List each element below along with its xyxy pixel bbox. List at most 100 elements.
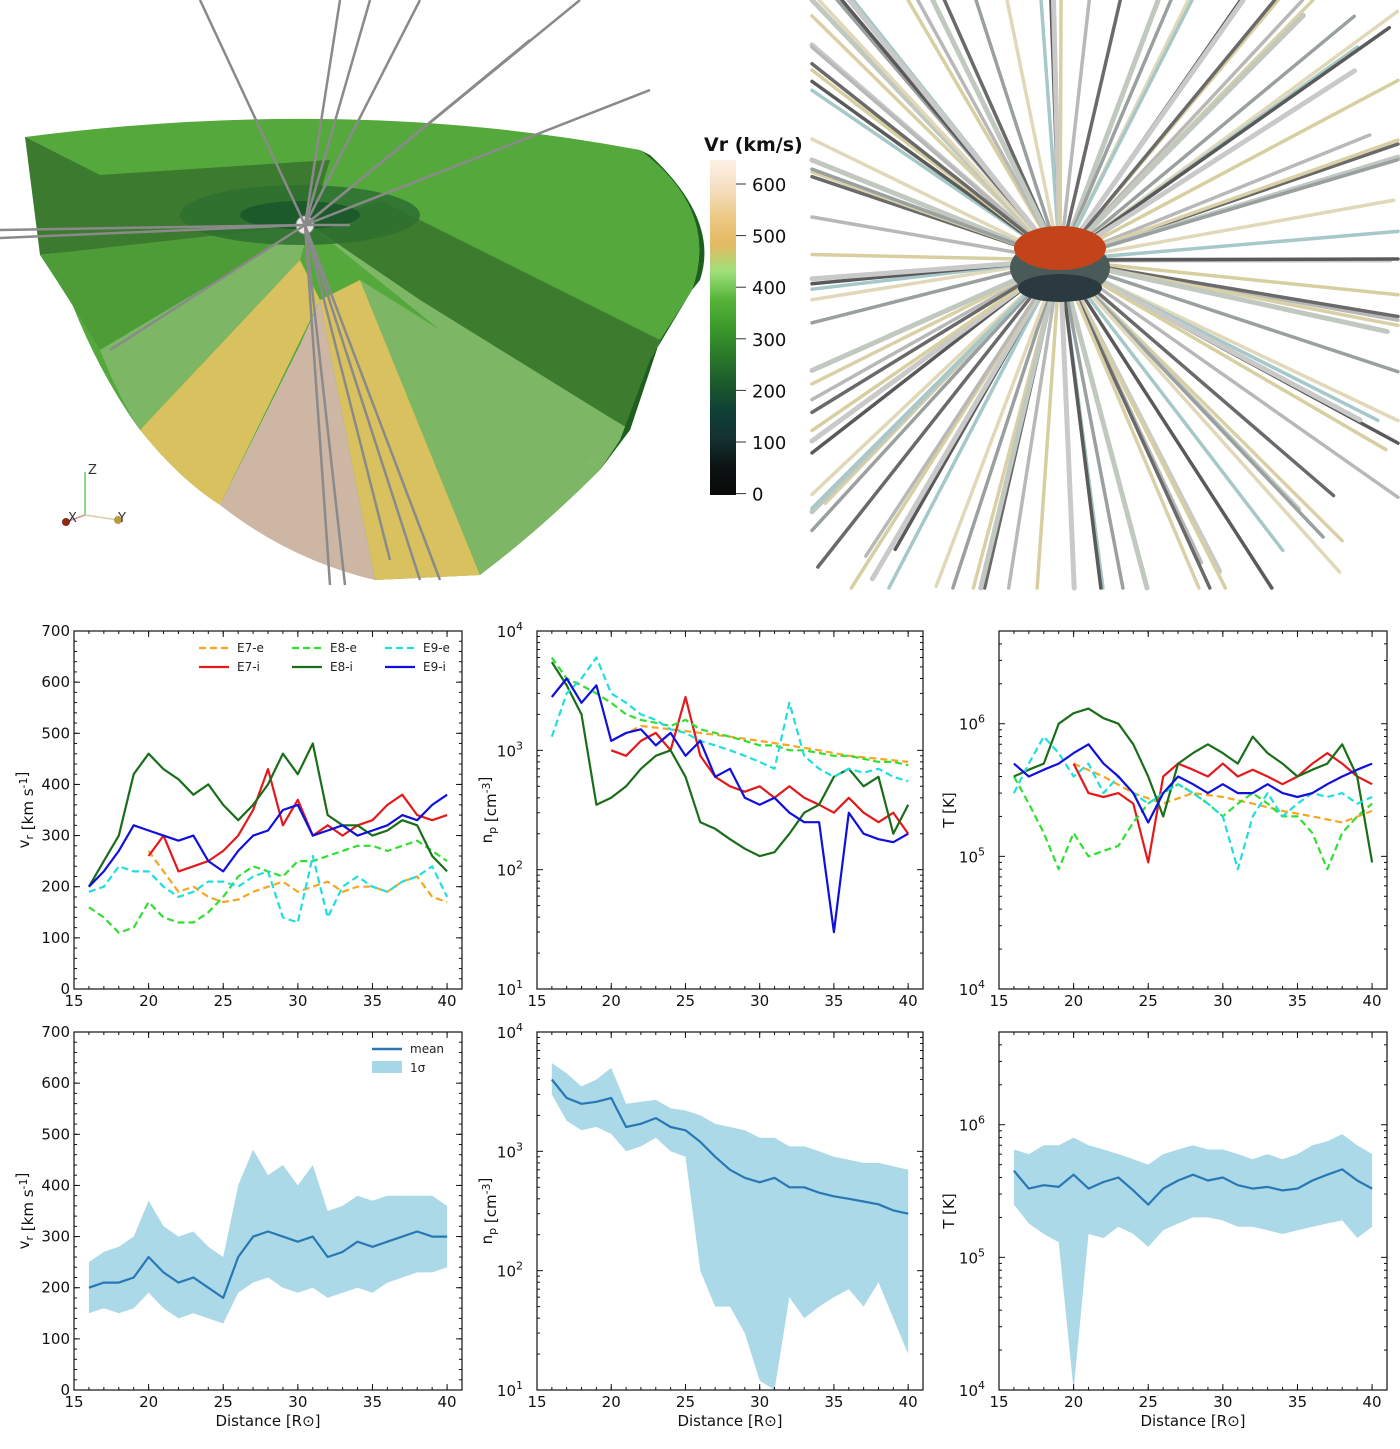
y-tick-label: 106 [959,713,985,734]
series-line-E9-i [1013,743,1373,824]
band-1σ [1013,1134,1373,1390]
x-tick-label: 15 [527,1393,546,1411]
field-line [1058,257,1400,262]
x-tick-label: 25 [676,1393,695,1411]
series-line-mean [550,1078,909,1215]
field-line [1057,257,1363,423]
field-line [1057,0,1161,263]
legend-label: E7-e [237,641,264,655]
field-line [1058,157,1400,262]
field-line [1058,258,1400,374]
x-tick-label: 35 [363,1393,382,1411]
colorbar-tick-label: 600 [752,175,786,196]
field-line [1058,258,1228,590]
field-line [1058,0,1173,262]
legend: E7-e E7-i E8-e E8-i E9-e E9-i [199,641,450,674]
y-tick-label: 105 [959,1246,985,1267]
x-tick-label: 15 [989,1393,1008,1411]
colorbar-tick-label: 200 [752,381,786,402]
field-line [1058,258,1342,574]
field-line [810,258,1062,511]
field-line [1058,138,1400,262]
series-line-E9-i [88,793,448,888]
field-line [1058,0,1063,262]
plot-area [87,742,449,934]
series-line-E7-i [147,767,448,873]
y-tick-label: 106 [959,1114,985,1135]
legend-label: mean [410,1042,444,1056]
x-tick-label: 30 [1213,992,1232,1010]
y-axis-label: T [K] [940,792,958,828]
y-tick-label: 103 [497,1140,523,1161]
field-line [1058,258,1400,500]
y-tick-label: 102 [497,859,523,880]
field-line [1057,257,1390,335]
x-tick-label: 35 [824,1393,843,1411]
series-line-mean [88,1230,448,1300]
x-axis-label: Distance [R⊙] [215,1412,320,1430]
x-tick-label: 35 [1288,1393,1307,1411]
field-line [1058,258,1388,452]
legend-label: E8-e [330,641,357,655]
series-line-E7-e [1073,762,1373,824]
field-line [1058,14,1356,262]
triad-z-label: Z [88,463,97,478]
field-line [1005,0,1062,262]
field-line [1057,257,1077,591]
wedge-rendering [0,0,705,586]
field-line [1058,0,1277,262]
x-tick-label: 30 [1213,1393,1232,1411]
field-line [810,62,1062,262]
x-tick-label: 20 [1064,992,1083,1010]
field-line [1058,133,1372,262]
field-line [1058,258,1125,590]
y-tick-label: 103 [497,739,523,760]
x-tick-label: 40 [899,1393,918,1411]
colorbar-tick-label: 400 [752,278,786,299]
field-line [810,258,1062,533]
series-line-E8-e [1012,775,1373,871]
y-tick-label: 104 [959,1379,985,1400]
field-line [934,258,1062,589]
series-line-E9-e [88,854,449,924]
y-tick-label: 300 [41,1228,70,1246]
legend-swatch [372,1061,402,1073]
x-tick-label: 20 [1064,1393,1083,1411]
plot-bottom-middle: 15 20 25 30 35 40 101 102 103 104 np [cm-3] Distanc… [476,1021,924,1430]
x-tick-label: 20 [139,1393,158,1411]
plot-area [1012,707,1374,871]
field-line [1058,0,1123,262]
field-line [1057,68,1357,263]
x-tick-label: 30 [288,992,307,1010]
y-tick-label: 105 [959,845,985,866]
legend: mean 1σ [372,1042,444,1075]
series-line-E8-i [550,661,910,858]
series-line-E7-i [610,695,910,835]
x-tick-label: 35 [363,992,382,1010]
legend-label: E9-i [423,660,446,674]
y-tick-label: 700 [41,622,70,640]
field-line [887,258,1062,590]
series-line-E9-e [550,656,909,783]
field-line [1058,258,1400,297]
y-tick-label: 600 [41,673,70,691]
y-tick-label: 200 [41,878,70,896]
x-tick-label: 35 [824,992,843,1010]
field-line [974,0,1062,262]
field-line [864,258,1062,558]
field-line [1058,258,1336,498]
field-line [951,258,1062,590]
y-tick-label: 100 [41,1330,70,1348]
plot-top-right: 15 20 25 30 35 40 104 105 106 T [K] [940,630,1388,1010]
y-tick-label: 0 [60,980,70,998]
legend-label: E9-e [423,641,450,655]
field-line [810,45,1062,262]
field-line-rendering [809,0,1400,591]
y-tick-label: 0 [60,1381,70,1399]
series-line-E8-i [87,742,448,888]
x-tick-label: 25 [214,992,233,1010]
x-tick-label: 40 [1363,1393,1382,1411]
